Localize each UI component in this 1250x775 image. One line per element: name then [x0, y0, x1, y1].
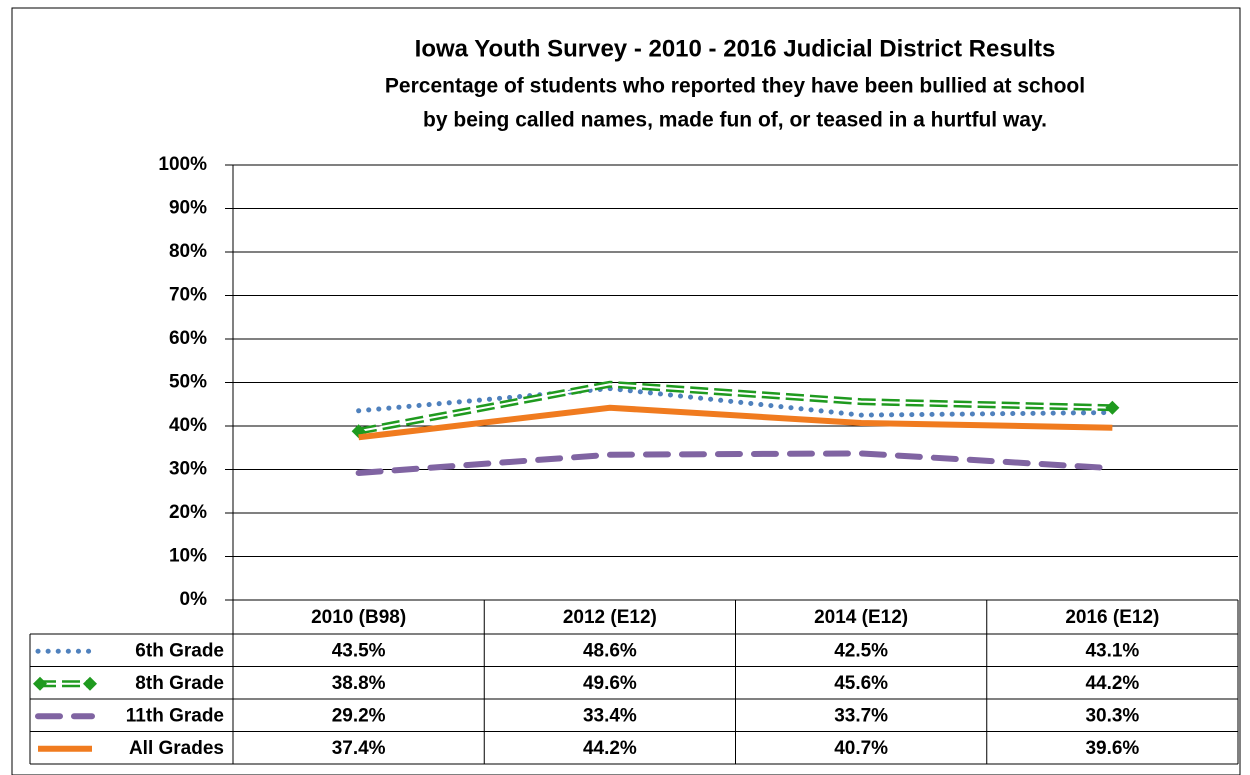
- series-line: [355, 450, 1116, 476]
- chart-subtitle: by being called names, made fun of, or t…: [423, 109, 1047, 132]
- series-line-inner: [358, 383, 1113, 433]
- data-label: 44.2%: [583, 738, 637, 759]
- x-tick-label: 2016 (E12): [1065, 607, 1159, 628]
- chart-border: [11, 7, 1241, 775]
- data-label: 44.2%: [1085, 673, 1139, 694]
- data-label: 43.1%: [1085, 640, 1139, 661]
- y-tick-label: 90%: [169, 198, 207, 219]
- legend-label: 6th Grade: [135, 640, 224, 661]
- y-tick-label: 30%: [169, 459, 207, 480]
- y-tick-label: 100%: [158, 154, 207, 175]
- data-label: 45.6%: [834, 673, 888, 694]
- marker: [33, 676, 47, 691]
- chart-subtitle: Percentage of students who reported they…: [385, 75, 1085, 98]
- x-tick-label: 2012 (E12): [563, 607, 657, 628]
- x-tick-label: 2014 (E12): [814, 607, 908, 628]
- legend-label: 8th Grade: [135, 673, 224, 694]
- y-tick-label: 60%: [169, 328, 207, 349]
- x-tick-label: 2010 (B98): [311, 607, 406, 628]
- chart-title: Iowa Youth Survey - 2010 - 2016 Judicial…: [415, 35, 1056, 62]
- y-tick-label: 80%: [169, 241, 207, 262]
- data-label: 43.5%: [332, 640, 386, 661]
- y-tick-label: 40%: [169, 415, 207, 436]
- y-tick-label: 70%: [169, 285, 207, 306]
- data-label: 30.3%: [1085, 705, 1139, 726]
- data-label: 37.4%: [332, 738, 386, 759]
- y-tick-label: 50%: [169, 372, 207, 393]
- data-label: 38.8%: [332, 673, 386, 694]
- y-tick-label: 0%: [180, 589, 208, 610]
- y-tick-label: 10%: [169, 546, 207, 567]
- data-label: 42.5%: [834, 640, 888, 661]
- y-tick-label: 20%: [169, 502, 207, 523]
- data-label: 39.6%: [1085, 738, 1139, 759]
- marker: [1105, 400, 1120, 415]
- data-label: 48.6%: [583, 640, 637, 661]
- legend-label: 11th Grade: [126, 705, 224, 726]
- data-label: 33.7%: [834, 705, 888, 726]
- legend-label: All Grades: [129, 738, 224, 759]
- data-label: 40.7%: [834, 738, 888, 759]
- data-label: 29.2%: [332, 705, 386, 726]
- series-line: [358, 404, 1113, 441]
- marker: [83, 676, 97, 691]
- data-label: 33.4%: [583, 705, 637, 726]
- data-label: 49.6%: [583, 673, 637, 694]
